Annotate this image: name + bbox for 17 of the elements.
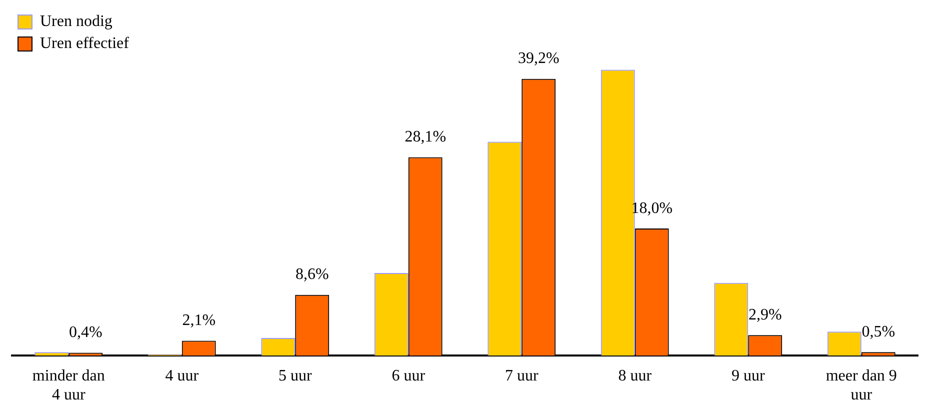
data-label: 39,2% <box>518 50 560 68</box>
x-tick-label: 6 uur <box>392 367 426 384</box>
x-tick-label: 7 uur <box>504 367 539 384</box>
x-tick-label: 4 uur <box>165 367 200 384</box>
data-label: 8,6% <box>295 266 329 284</box>
data-label: 0,4% <box>68 324 102 341</box>
x-tick-label: meer dan 9 uur <box>826 367 897 404</box>
data-label: 2,1% <box>182 312 216 329</box>
x-tick-label: minder dan 4 uur <box>32 367 105 404</box>
legend-label: Uren nodig <box>40 13 112 30</box>
data-label: 0,5% <box>862 323 896 340</box>
x-tick-label: 8 uur <box>618 367 652 384</box>
x-tick-label: 9 uur <box>731 367 766 384</box>
legend-label: Uren effectief <box>40 35 130 52</box>
data-label: 2,9% <box>748 306 782 324</box>
data-label: 28,1% <box>404 128 446 146</box>
x-tick-label: 5 uur <box>278 367 312 384</box>
